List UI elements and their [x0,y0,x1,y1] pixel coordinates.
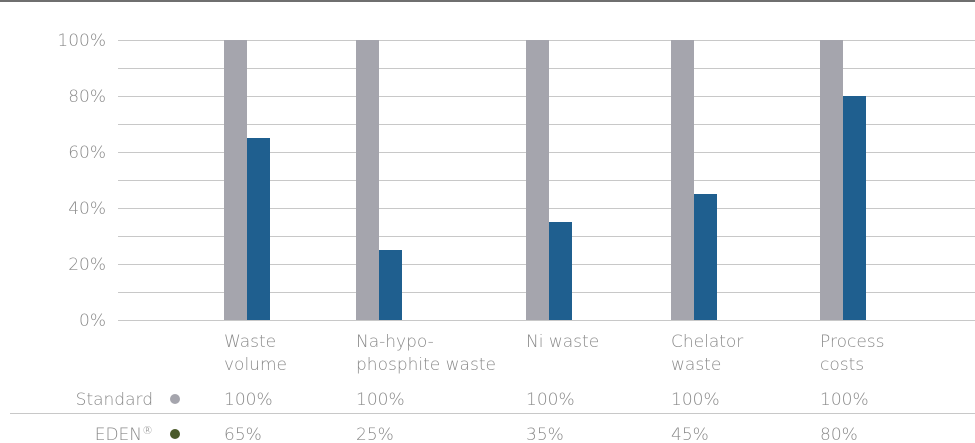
bar-eden [247,138,270,320]
bars [224,40,866,320]
registered-mark: ® [142,424,153,437]
category-label-line: Na-hypo- [356,332,434,352]
category-label: Ni waste [526,332,599,352]
category-label-line: costs [820,355,864,375]
bar-standard [671,40,694,320]
y-tick-label: 40% [68,199,106,219]
series-name: EDEN® [95,424,153,443]
table-value: 100% [224,390,273,410]
category-label-line: Ni waste [526,332,599,352]
category-label: Na-hypo-phosphite waste [356,332,496,375]
data-table: Standard 100% 100% 100% 100% 100% EDEN® 65% 25% 3… [10,390,975,443]
category-label: Process costs [820,332,885,375]
table-value: 100% [820,390,869,410]
bar-eden [379,250,402,320]
series-name-text: EDEN [95,425,142,443]
table-value: 80% [820,425,858,443]
legend-dot-standard [170,394,180,404]
series-name: Standard [76,390,153,410]
table-value: 45% [671,425,709,443]
table-value: 100% [356,390,405,410]
category-label: Waste volume [224,332,287,375]
legend-dot-eden [170,429,180,439]
bar-standard [356,40,379,320]
y-tick-label: 60% [68,143,106,163]
category-label: Chelator waste [671,332,743,375]
y-tick-label: 100% [57,31,106,51]
category-labels: Waste volume Na-hypo-phosphite waste Ni was… [224,332,885,375]
category-label-line: Waste [224,332,276,352]
bar-standard [820,40,843,320]
y-axis-ticks: 0% 20% 40% 60% 80% 100% [57,31,106,331]
category-label-line: waste [671,355,721,375]
bar-standard [526,40,549,320]
bar-standard [224,40,247,320]
table-value: 100% [526,390,575,410]
bar-eden [549,222,572,320]
y-tick-label: 0% [79,311,106,331]
table-value: 35% [526,425,564,443]
category-label-line: Chelator [671,332,743,352]
table-value: 100% [671,390,720,410]
top-rule [0,0,975,2]
bar-eden [843,96,866,320]
bar-eden [694,194,717,320]
y-tick-label: 80% [68,87,106,107]
table-value: 25% [356,425,394,443]
y-tick-label: 20% [68,255,106,275]
table-value: 65% [224,425,262,443]
category-label-line: Process [820,332,885,352]
category-label-line: volume [224,355,287,375]
category-label-line: phosphite waste [356,355,496,375]
